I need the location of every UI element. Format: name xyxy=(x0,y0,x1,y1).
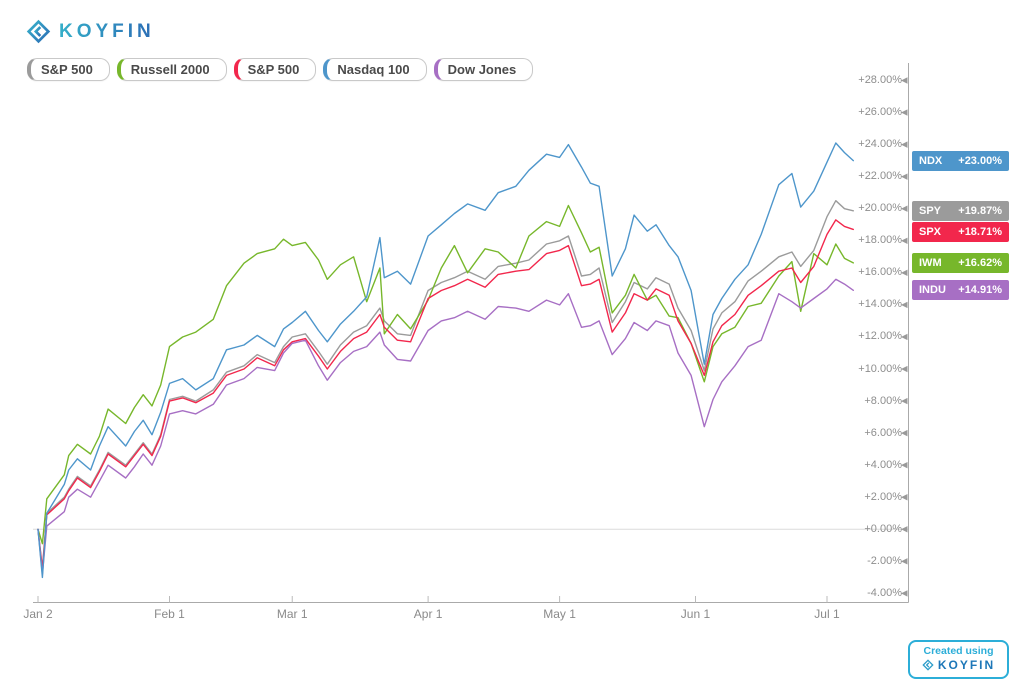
legend-chip-label: S&P 500 xyxy=(41,62,93,77)
series-line-spx xyxy=(37,219,854,571)
series-tag-change: +19.87% xyxy=(958,204,1002,217)
legend-chip-0[interactable]: S&P 500 xyxy=(27,58,110,81)
series-line-iwm xyxy=(37,204,854,545)
legend-chip-label: Nasdaq 100 xyxy=(337,62,410,77)
y-tick-marker xyxy=(901,365,908,373)
badge-caption: Created using xyxy=(923,645,994,657)
y-tick-marker xyxy=(901,397,908,405)
x-tick-label: Mar 1 xyxy=(276,607,308,621)
legend-chip-label: Russell 2000 xyxy=(130,62,210,77)
series-tag-ticker: SPY xyxy=(919,204,942,217)
series-tag-change: +14.91% xyxy=(958,284,1002,297)
y-tick-marker xyxy=(901,173,908,180)
y-tick-label: +10.00% xyxy=(858,362,902,375)
legend-chip-1[interactable]: Russell 2000 xyxy=(116,58,227,81)
series-tag-change: +16.62% xyxy=(958,256,1002,269)
series-tag-ticker: INDU xyxy=(919,284,946,297)
series-tag-change: +23.00% xyxy=(958,154,1002,167)
series-tag-spy: SPY +19.87% xyxy=(912,200,1009,221)
x-tick-label: Jan 2 xyxy=(23,607,53,621)
y-tick-label: +16.00% xyxy=(858,266,902,279)
koyfin-badge-icon xyxy=(922,659,934,671)
y-tick-label: +26.00% xyxy=(858,106,902,119)
series-line-ndx xyxy=(37,142,854,579)
y-tick-label: +6.00% xyxy=(864,426,902,439)
y-tick-marker xyxy=(901,301,908,309)
y-tick-marker xyxy=(901,461,908,469)
y-tick-label: +22.00% xyxy=(858,170,902,183)
legend: S&P 500 Russell 2000 S&P 500 Nasdaq 100 Dow … xyxy=(27,58,534,81)
y-tick-label: +12.00% xyxy=(858,330,902,343)
badge-logo-text: KOYFIN xyxy=(937,658,996,672)
y-tick-label: +28.00% xyxy=(858,73,902,86)
y-tick-label: +2.00% xyxy=(864,490,902,503)
y-tick-marker xyxy=(901,109,908,116)
legend-chip-2[interactable]: S&P 500 xyxy=(233,58,317,81)
y-tick-marker xyxy=(901,141,908,148)
series-tag-ticker: IWM xyxy=(919,256,942,269)
y-tick-marker xyxy=(901,333,908,341)
series-line-indu xyxy=(37,278,854,575)
series-tag-iwm: IWM +16.62% xyxy=(912,252,1009,273)
y-tick-label: +4.00% xyxy=(864,458,902,471)
y-tick-marker xyxy=(901,526,908,533)
series-tag-ticker: SPX xyxy=(919,225,942,238)
x-tick-label: Apr 1 xyxy=(413,607,443,621)
y-tick-label: -4.00% xyxy=(867,586,902,599)
series-line-spy xyxy=(37,199,854,569)
koyfin-logo-icon xyxy=(26,19,51,44)
series-tag-spx: SPX +18.71% xyxy=(912,221,1009,242)
x-tick-label: Feb 1 xyxy=(154,607,185,621)
y-tick-marker xyxy=(901,590,908,597)
legend-chip-label: S&P 500 xyxy=(247,62,300,77)
y-tick-label: +8.00% xyxy=(864,394,902,407)
y-tick-marker xyxy=(901,494,908,501)
y-tick-label: +24.00% xyxy=(858,138,902,151)
x-tick-label: May 1 xyxy=(543,607,576,621)
y-tick-marker xyxy=(901,77,908,84)
y-tick-marker xyxy=(901,269,908,277)
series-tag-ndx: NDX +23.00% xyxy=(912,150,1009,171)
koyfin-logo-text: KOYFIN xyxy=(59,20,155,42)
y-tick-label: +18.00% xyxy=(858,234,902,247)
series-tag-indu: INDU +14.91% xyxy=(912,280,1009,301)
x-tick-label: Jun 1 xyxy=(680,607,711,621)
series-tag-change: +18.71% xyxy=(958,225,1002,238)
koyfin-logo: KOYFIN xyxy=(26,19,155,44)
legend-chip-label: Dow Jones xyxy=(447,62,517,77)
created-using-badge[interactable]: Created using KOYFIN xyxy=(908,640,1009,679)
y-tick-marker xyxy=(901,429,908,437)
x-tick-label: Jul 1 xyxy=(814,607,840,621)
series-tag-ticker: NDX xyxy=(919,154,943,167)
y-tick-label: -2.00% xyxy=(867,554,902,567)
y-tick-marker xyxy=(901,558,908,565)
legend-chip-4[interactable]: Dow Jones xyxy=(433,58,534,81)
y-tick-marker xyxy=(901,205,908,212)
legend-chip-3[interactable]: Nasdaq 100 xyxy=(323,58,427,81)
y-tick-label: +14.00% xyxy=(858,298,902,311)
y-tick-marker xyxy=(901,237,908,244)
y-tick-label: +0.00% xyxy=(864,522,902,535)
y-tick-label: +20.00% xyxy=(858,202,902,215)
